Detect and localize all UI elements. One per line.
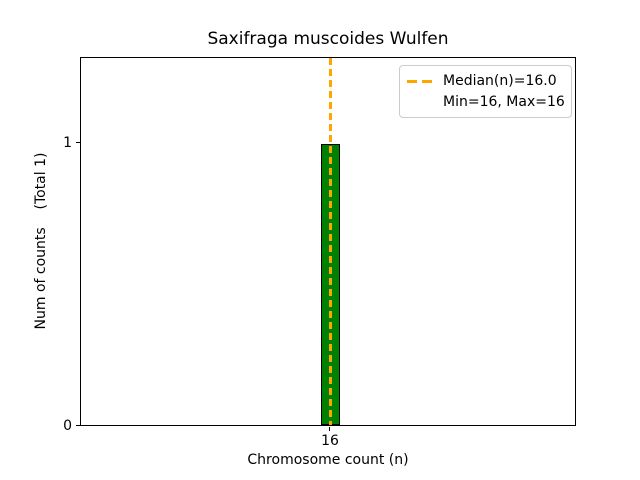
legend: Median(n)=16.0 Min=16, Max=16 xyxy=(399,65,572,118)
y-tick-mark-0 xyxy=(76,425,80,426)
legend-label-minmax: Min=16, Max=16 xyxy=(443,94,565,110)
median-dashed-line-icon xyxy=(407,79,434,83)
legend-empty-handle xyxy=(407,101,434,104)
legend-entry-minmax: Min=16, Max=16 xyxy=(407,92,565,112)
chart-title: Saxifraga muscoides Wulfen xyxy=(207,29,449,49)
y-tick-mark-1 xyxy=(76,142,80,143)
median-line xyxy=(328,58,332,425)
x-tick-mark-16 xyxy=(329,427,330,431)
y-tick-label-0: 0 xyxy=(63,418,72,434)
y-tick-label-1: 1 xyxy=(63,135,72,151)
x-tick-label-16: 16 xyxy=(321,433,339,449)
legend-entry-median: Median(n)=16.0 xyxy=(407,71,565,91)
legend-label-median: Median(n)=16.0 xyxy=(443,73,557,89)
x-axis-label: Chromosome count (n) xyxy=(247,452,409,468)
plot-area: Median(n)=16.0 Min=16, Max=16 xyxy=(80,57,576,426)
y-axis-label: Num of counts (Total 1) xyxy=(33,152,49,330)
